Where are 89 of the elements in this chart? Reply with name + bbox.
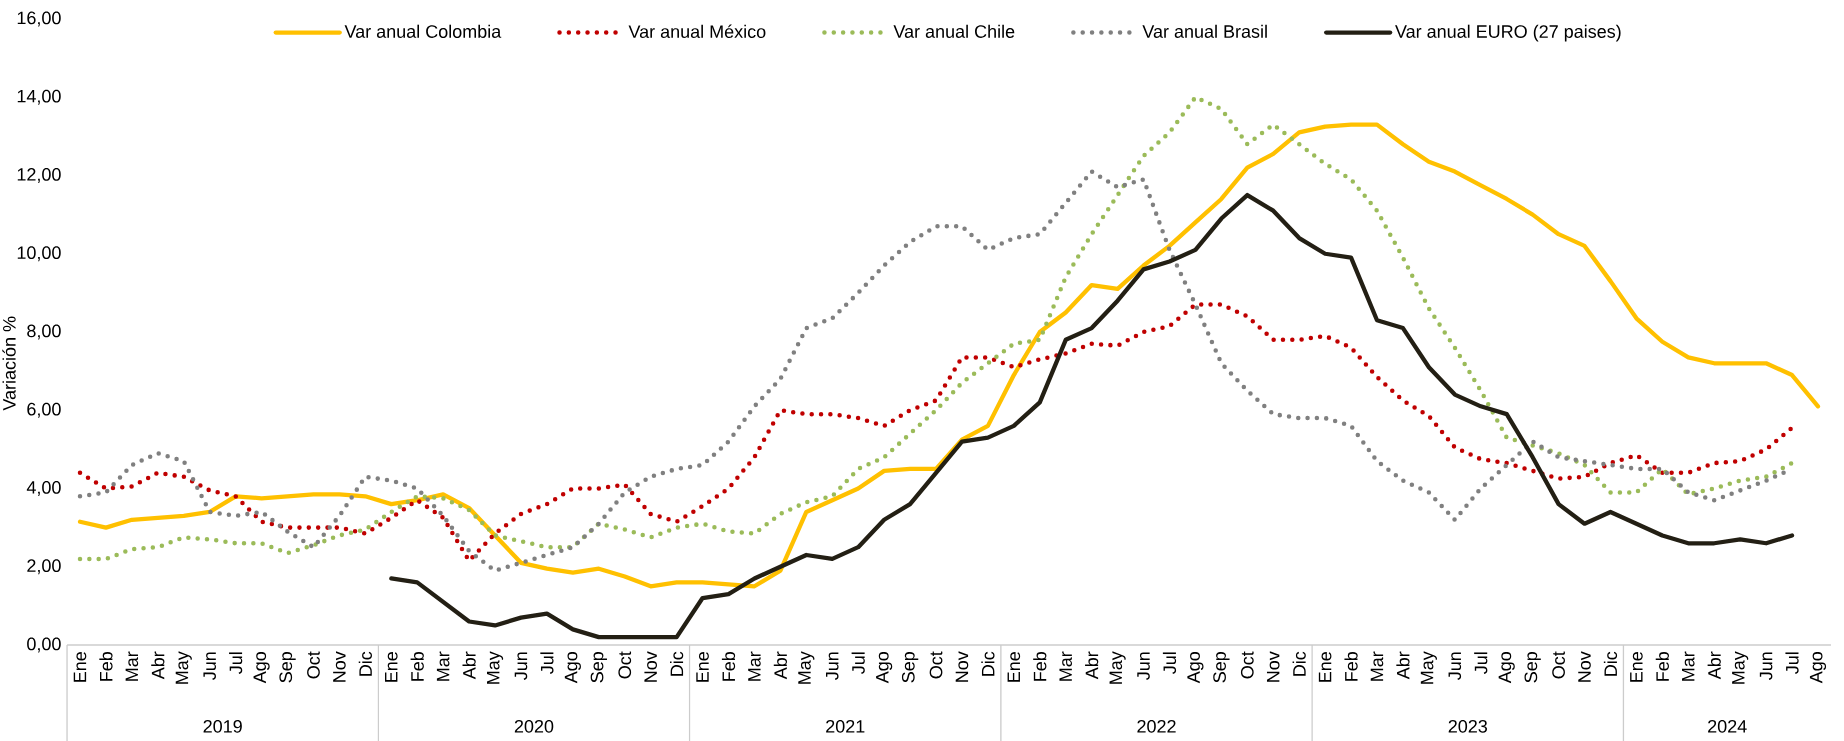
x-tick-label: Ene xyxy=(73,652,87,682)
x-tick-label: Abr xyxy=(151,651,165,680)
y-tick-label: 0,00 xyxy=(27,637,61,653)
x-tick-label: May xyxy=(1109,651,1126,684)
x-tick-label: Oct xyxy=(1552,651,1565,679)
x-tick-label: Abr xyxy=(1396,651,1410,680)
x-tick-label: Ene xyxy=(1007,652,1021,682)
x-tick-label: Jun xyxy=(1448,652,1462,680)
x-tick-label: Ago xyxy=(1187,652,1204,684)
y-tick-label: 12,00 xyxy=(17,168,61,183)
x-tick-label: May xyxy=(1420,651,1437,684)
x-tick-label: Ago xyxy=(564,652,581,684)
x-tick-label: Mar xyxy=(748,651,761,681)
x-tick-label: May xyxy=(487,651,504,684)
x-tick-label: Nov xyxy=(644,651,657,682)
x-tick-label: Mar xyxy=(125,651,139,681)
x-tick-label: Ago xyxy=(253,652,270,684)
y-tick-label: 16,00 xyxy=(17,11,61,27)
x-tick-label: Ago xyxy=(1498,652,1515,684)
x-tick-label: Feb xyxy=(1033,652,1047,681)
x-tick-label: Jun xyxy=(514,652,528,680)
x-tick-label: Abr xyxy=(1085,651,1099,680)
legend-label: Var anual EURO (27 paises) xyxy=(1395,24,1621,42)
x-tick-label: Nov xyxy=(955,651,969,682)
y-tick-label: 6,00 xyxy=(27,402,61,418)
x-tick-label: Abr xyxy=(1707,651,1721,680)
x-tick-label: Nov xyxy=(1578,651,1591,682)
x-tick-label: Feb xyxy=(721,652,736,681)
y-tick-label: 14,00 xyxy=(17,89,61,105)
x-tick-label: Oct xyxy=(929,651,943,679)
x-tick-label: Nov xyxy=(333,651,346,682)
x-tick-label: Ene xyxy=(1630,652,1643,682)
text: 2023 xyxy=(1448,719,1488,733)
x-tick-label: Jul xyxy=(540,652,554,674)
x-tick-label: Nov xyxy=(1266,651,1280,682)
x-tick-label: Mar xyxy=(1370,651,1384,681)
x-tick-label: Dic xyxy=(1292,651,1306,676)
x-tick-label: Oct xyxy=(307,651,320,679)
x-tick-label: Feb xyxy=(410,652,424,681)
x-tick-label: May xyxy=(1732,651,1749,684)
y-tick-label: 10,00 xyxy=(17,246,61,262)
text: 2020 xyxy=(514,719,554,733)
x-tick-label: Mar xyxy=(436,651,450,681)
x-tick-label: Jul xyxy=(1474,652,1488,674)
x-tick-label: Ene xyxy=(1318,652,1332,682)
x-tick-label: Ene xyxy=(385,652,398,682)
x-tick-label: Dic xyxy=(670,651,684,676)
y-tick-label: 4,00 xyxy=(26,481,61,496)
x-tick-label: Jul xyxy=(851,652,865,674)
x-tick-label: Oct xyxy=(1240,651,1254,679)
x-tick-label: Sep xyxy=(279,652,296,683)
text: 2022 xyxy=(1137,719,1176,733)
x-tick-label: May xyxy=(798,651,815,684)
legend-label: Var anual México xyxy=(628,24,766,39)
x-tick-label: Sep xyxy=(590,652,607,683)
text: 2024 xyxy=(1708,719,1747,733)
x-tick-label: Dic xyxy=(358,651,372,676)
y-tick-label: 8,00 xyxy=(27,324,61,340)
x-tick-label: Feb xyxy=(1344,652,1358,681)
x-tick-label: Mar xyxy=(1682,651,1695,681)
x-tick-label: May xyxy=(175,651,192,684)
y-axis-title: Variación % xyxy=(2,316,16,411)
x-tick-label: Dic xyxy=(1603,651,1618,676)
text: 2021 xyxy=(826,719,865,733)
legend-label: Var anual Brasil xyxy=(1142,24,1267,38)
x-tick-label: Oct xyxy=(618,651,632,679)
x-tick-label: Ago xyxy=(1809,652,1827,684)
x-tick-label: Ago xyxy=(876,652,893,684)
x-tick-label: Sep xyxy=(1213,652,1230,683)
x-tick-label: Abr xyxy=(462,651,476,680)
text: 2019 xyxy=(203,719,242,733)
y-tick-label: 2,00 xyxy=(27,559,61,575)
x-tick-label: Jun xyxy=(1759,652,1773,680)
x-tick-label: Jul xyxy=(1162,652,1177,674)
x-tick-label: Jul xyxy=(229,652,243,674)
x-tick-label: Abr xyxy=(773,651,787,680)
x-tick-label: Feb xyxy=(99,652,113,681)
x-tick-label: Jul xyxy=(1785,652,1799,674)
x-tick-label: Sep xyxy=(901,652,919,683)
x-tick-label: Sep xyxy=(1524,652,1541,683)
x-tick-label: Dic xyxy=(981,651,995,676)
x-tick-label: Jun xyxy=(1137,652,1150,680)
x-tick-label: Jun xyxy=(826,652,839,680)
x-tick-label: Feb xyxy=(1655,652,1669,681)
legend-label: Var anual Colombia xyxy=(344,24,502,38)
legend-label: Var anual Chile xyxy=(893,24,1015,38)
x-tick-label: Mar xyxy=(1059,651,1072,681)
x-tick-label: Jun xyxy=(203,652,216,680)
x-tick-label: Ene xyxy=(696,652,709,682)
